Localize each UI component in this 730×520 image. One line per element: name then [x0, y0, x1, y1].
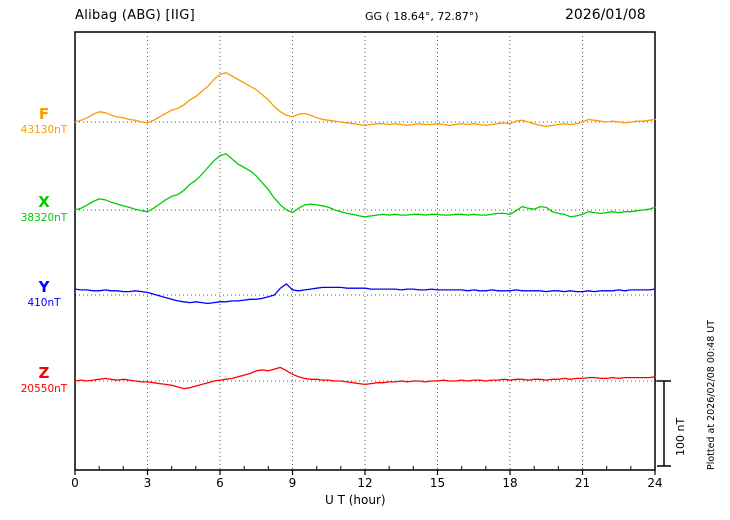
x-tick-label: 18: [502, 476, 518, 490]
channel-label-z: Z: [38, 364, 50, 382]
x-tick-label: 12: [357, 476, 373, 490]
x-tick-label: 6: [216, 476, 224, 490]
x-tick-label: 9: [288, 476, 297, 490]
trace-y: [74, 283, 656, 305]
station-title: Alibag (ABG) [IIG]: [75, 8, 195, 23]
plot-frame: [74, 31, 656, 471]
channel-baseline-f: 43130nT: [20, 124, 68, 136]
x-tick-label: 15: [429, 476, 446, 490]
x-tick-label: 24: [647, 476, 663, 490]
trace-f: [74, 72, 656, 127]
channel-label-x: X: [38, 193, 50, 211]
channel-label-f: F: [38, 105, 50, 123]
x-tick-label: 21: [574, 476, 591, 490]
x-tick-label: 0: [71, 476, 79, 490]
x-axis-title: U T (hour): [325, 493, 386, 507]
plotted-at-note: Plotted at 2026/02/08 00:48 UT: [706, 319, 717, 470]
trace-z: [74, 366, 656, 390]
geographic-coords: GG ( 18.64°, 72.87°): [365, 10, 479, 23]
channel-baseline-z: 20550nT: [20, 383, 68, 395]
channel-baseline-x: 38320nT: [20, 212, 68, 224]
x-tick-label: 3: [143, 476, 152, 490]
scale-bar-label: 100 nT: [674, 417, 687, 456]
channel-baseline-y: 410nT: [27, 297, 61, 309]
channel-label-y: Y: [38, 278, 50, 296]
trace-x: [74, 153, 656, 218]
plot-date: 2026/01/08: [565, 7, 646, 23]
